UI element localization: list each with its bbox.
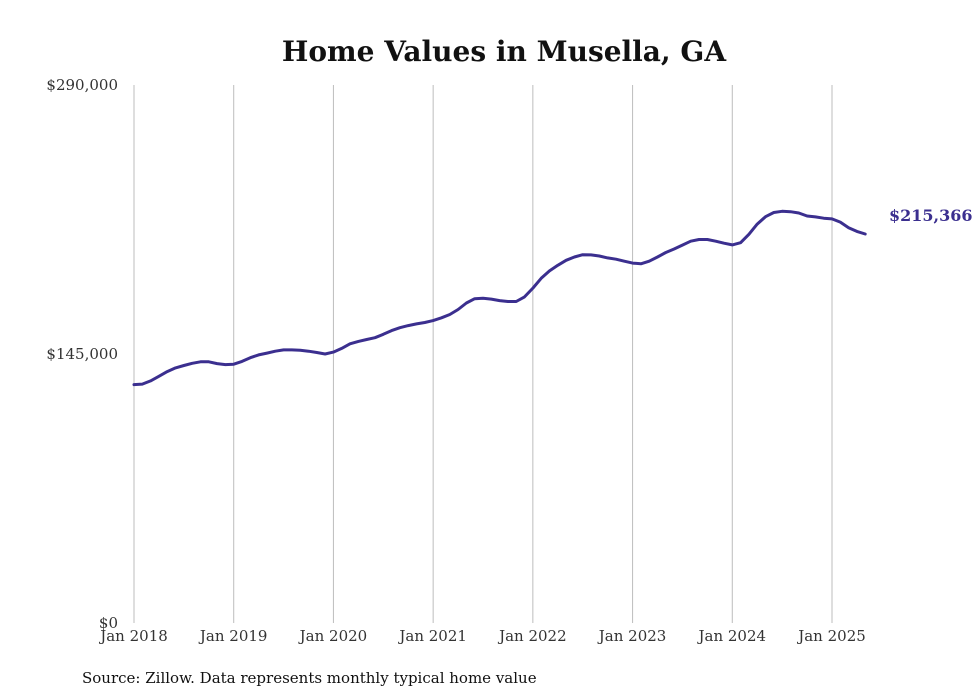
x-tick-label: Jan 2021 [397,627,467,645]
source-note: Source: Zillow. Data represents monthly … [82,669,537,687]
x-tick-label: Jan 2024 [697,627,767,645]
home-value-series-line [132,209,867,387]
x-tick-label: Jan 2018 [98,627,168,645]
x-tick-label: Jan 2020 [298,627,368,645]
y-axis-ticks: $0 $145,000 $290,000 [46,76,118,632]
latest-value-label: $215,366 [889,206,973,225]
y-tick-label: $0 [99,614,118,632]
gridlines [133,85,833,623]
x-tick-label: Jan 2023 [597,627,667,645]
x-axis-ticks: Jan 2018 Jan 2019 Jan 2020 Jan 2021 Jan 2022… [98,627,866,645]
x-tick-label: Jan 2022 [497,627,567,645]
y-tick-label: $145,000 [46,345,118,363]
chart-title: Home Values in Musella, GA [282,35,727,68]
x-tick-label: Jan 2019 [198,627,268,645]
y-tick-label: $290,000 [46,76,118,94]
x-tick-label: Jan 2025 [796,627,866,645]
